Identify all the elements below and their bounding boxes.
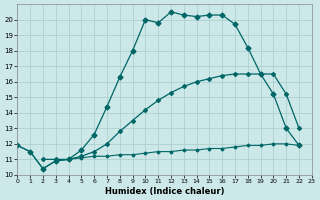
X-axis label: Humidex (Indice chaleur): Humidex (Indice chaleur) <box>105 187 224 196</box>
